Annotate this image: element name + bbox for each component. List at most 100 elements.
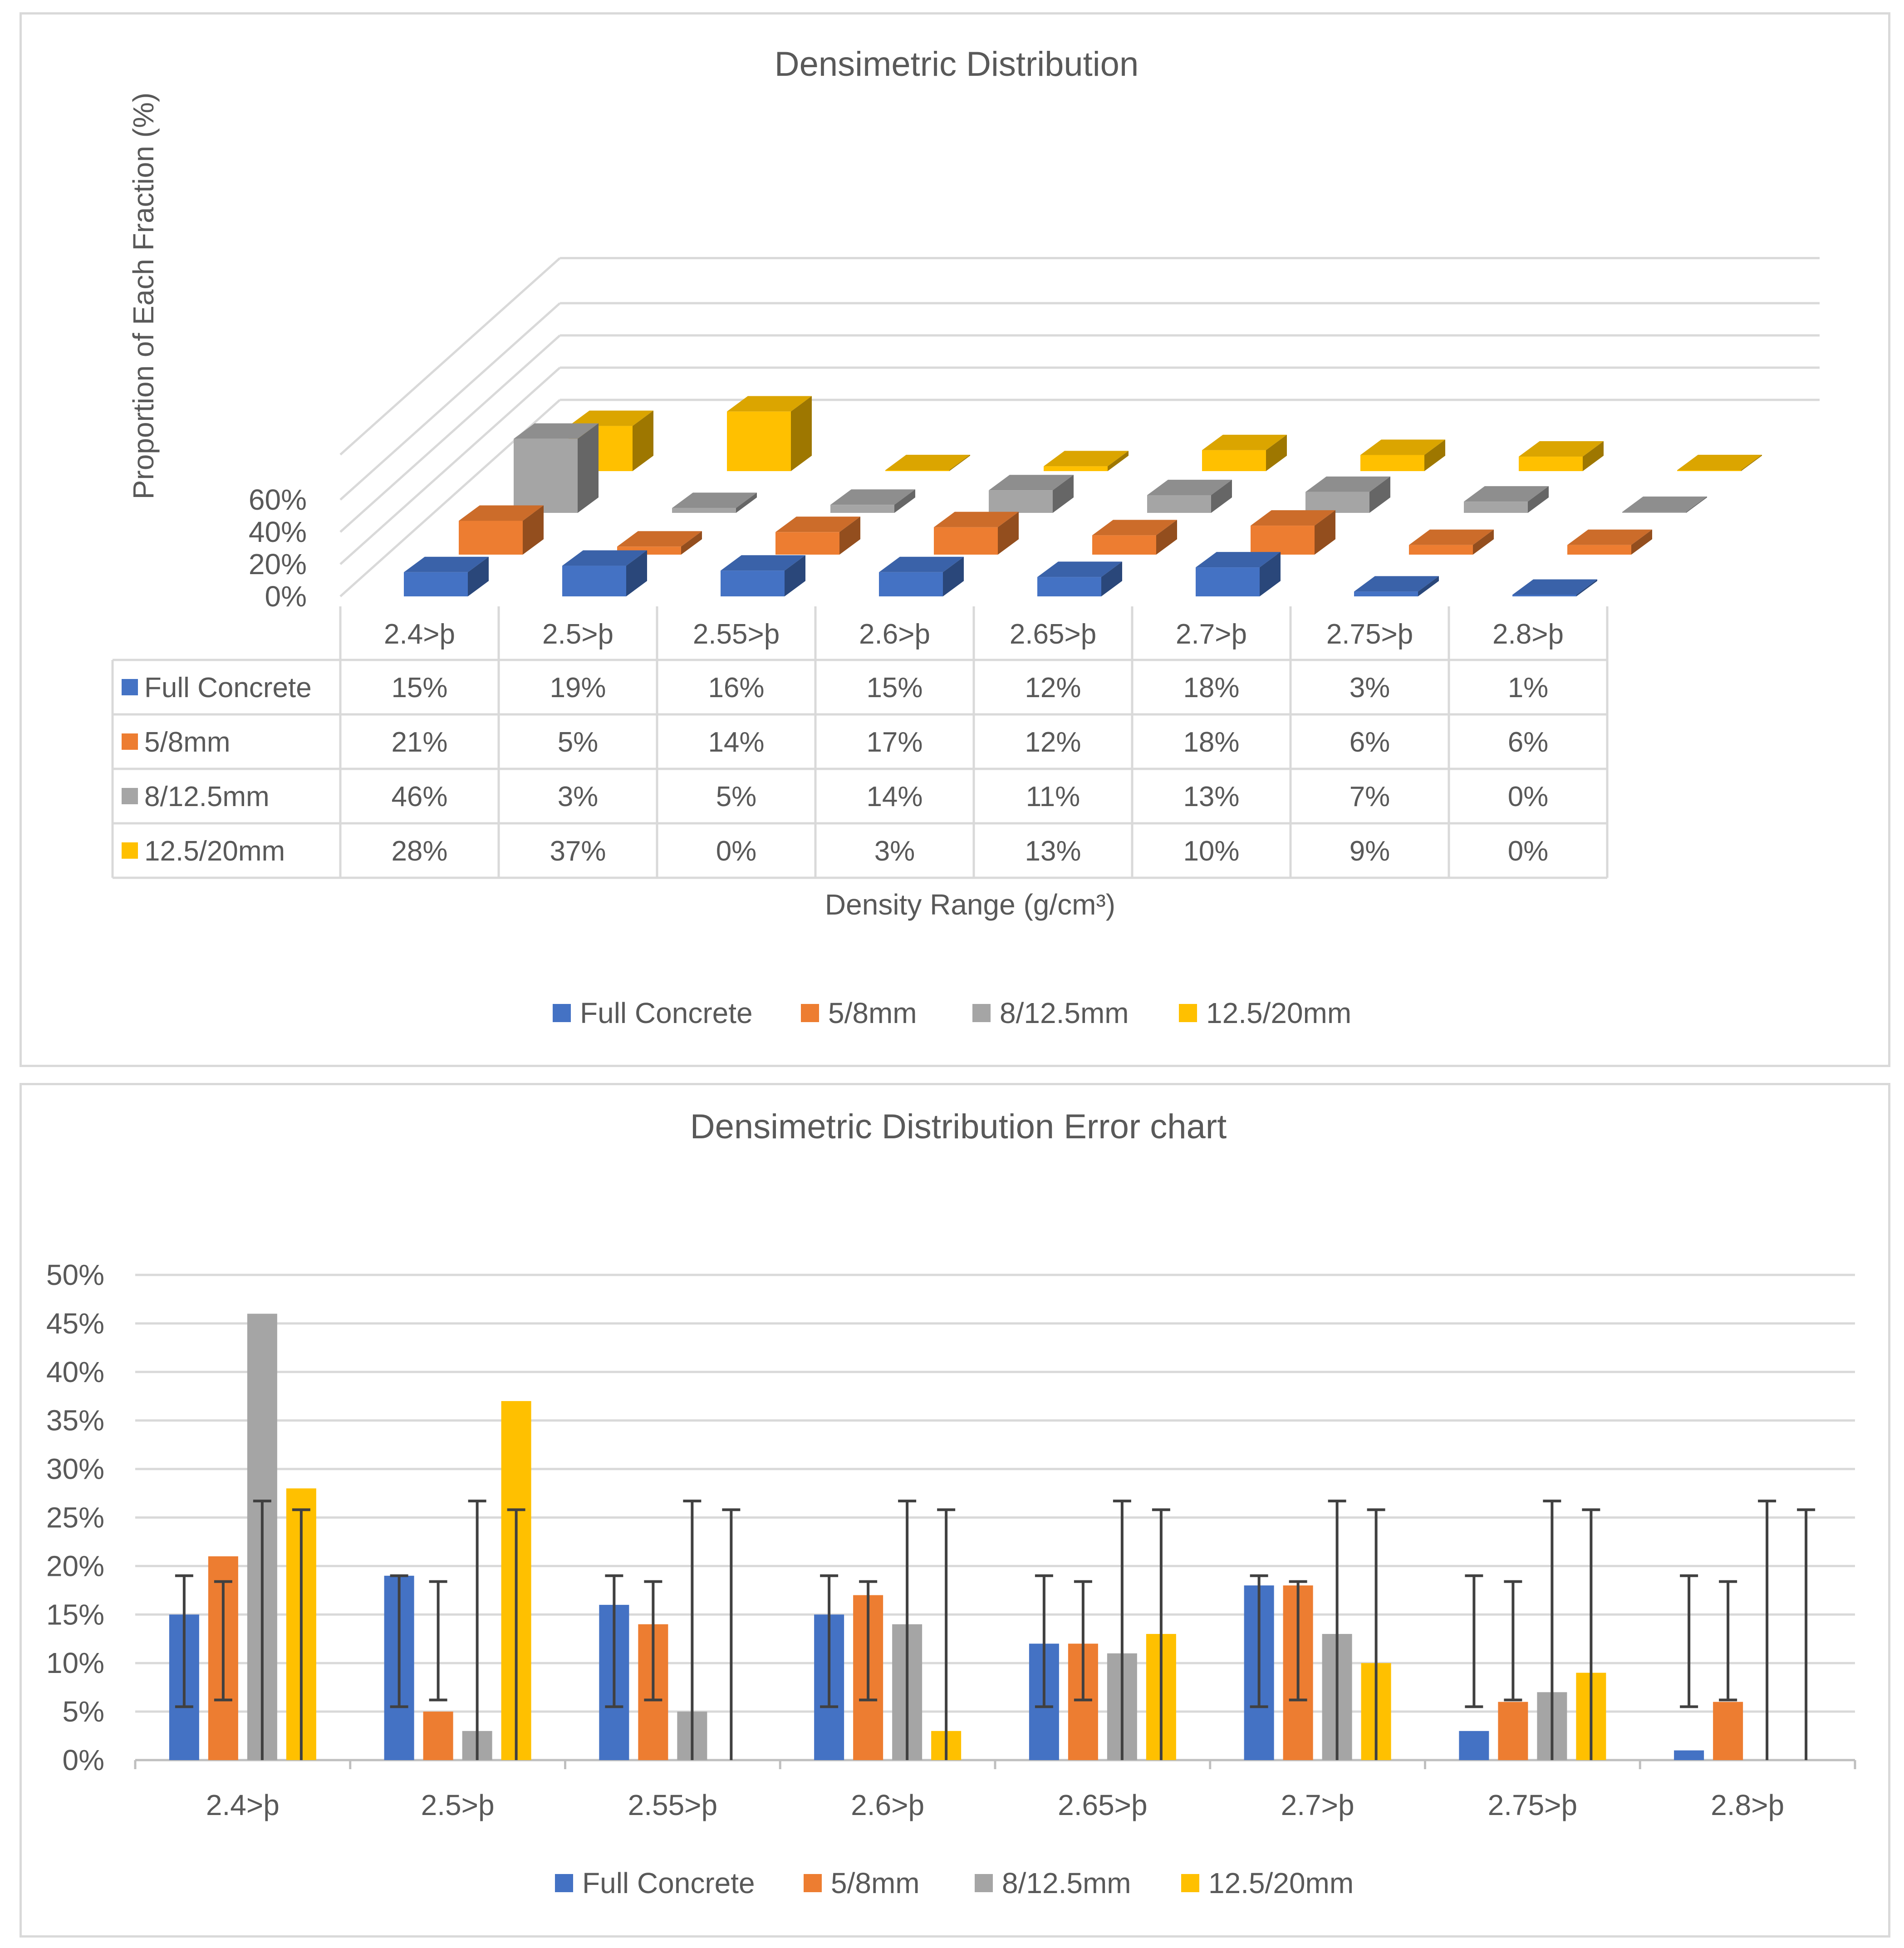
legend-label: Full Concrete — [582, 1867, 755, 1899]
bar-top-face — [1519, 441, 1604, 457]
bar-front-face — [934, 527, 998, 555]
x-tick-label: 2.65>þ — [1058, 1789, 1148, 1821]
bar-front-face — [1567, 545, 1631, 555]
bar-front-face — [1464, 502, 1528, 513]
table-value-cell: 46% — [391, 781, 447, 812]
bar-top-face — [879, 556, 964, 572]
bar-side-face — [894, 489, 915, 513]
table-value-cell: 13% — [1025, 836, 1081, 867]
error-bar-8-12-5mm-6 — [1543, 1500, 1561, 1760]
bar-5-8mm-5 — [1251, 510, 1335, 555]
bar-full-concrete-4 — [1037, 561, 1122, 596]
bar-front-face — [830, 505, 894, 513]
table-header-cell: 2.5>þ — [542, 619, 613, 650]
error-bar-8-12-5mm-4 — [1113, 1500, 1131, 1760]
legend-key-8-12-5mm — [975, 1874, 993, 1892]
table-value-cell: 0% — [716, 836, 757, 867]
legend-key-5-8mm — [801, 1004, 819, 1022]
legend-key-full-concrete — [553, 1004, 571, 1022]
bar-full-concrete-5 — [1196, 552, 1281, 596]
bar-5-8mm-2 — [775, 517, 860, 555]
table-series-name: 8/12.5mm — [144, 781, 270, 812]
legend-label: Full Concrete — [580, 997, 753, 1029]
bar-side-face — [943, 556, 964, 596]
error-bar-full-concrete-5 — [1250, 1574, 1268, 1708]
bar-side-face — [1211, 479, 1232, 513]
bar-top-face — [459, 505, 544, 521]
table-value-cell: 0% — [1508, 781, 1549, 812]
bar-side-face — [839, 517, 860, 555]
error-bar-12-5-20mm-2 — [722, 1508, 741, 1760]
table-value-cell: 3% — [1349, 672, 1390, 703]
data-table: 2.4>þ 2.5>þ 2.55>þ 2.6>þ 2.65>þ 2.7>þ 2.75>þ 2.… — [111, 606, 1609, 879]
bar-full-concrete-6 — [1354, 576, 1439, 596]
bar-front-face — [1037, 577, 1101, 596]
chart-title: Densimetric Distribution — [775, 45, 1138, 84]
table-legend-key — [122, 788, 138, 804]
bar-side-face — [949, 455, 970, 471]
bar-front-face — [1092, 535, 1156, 555]
table-value-cell: 5% — [558, 727, 599, 758]
error-bar-5-8mm-4 — [1074, 1580, 1092, 1702]
legend: Full Concrete 5/8mm 8/12.5mm 12.5/20mm — [553, 997, 1351, 1029]
y-tick-label: 25% — [46, 1501, 104, 1534]
bar-side-face — [1583, 441, 1604, 471]
bar-full-concrete-2 — [721, 555, 805, 596]
bar-top-face — [672, 492, 757, 508]
error-bar-5-8mm-0 — [214, 1580, 232, 1702]
table-value-cell: 5% — [716, 781, 757, 812]
error-bar-8-12-5mm-7 — [1758, 1500, 1776, 1760]
table-value-cell: 28% — [391, 836, 447, 867]
table-series-name: Full Concrete — [144, 672, 312, 703]
error-bar-12-5-20mm-0 — [292, 1508, 310, 1760]
bar-side-face — [1260, 552, 1281, 596]
table-value-cell: 10% — [1183, 836, 1239, 867]
y-tick-label: 45% — [46, 1307, 104, 1340]
table-value-cell: 12% — [1025, 672, 1081, 703]
bar-top-face — [1567, 529, 1652, 545]
y-tick-label: 10% — [46, 1647, 104, 1679]
bar-8-12-5mm-5 — [1305, 476, 1390, 513]
bar-side-face — [1156, 520, 1177, 555]
bar-top-face — [617, 531, 702, 547]
error-bar-8-12-5mm-1 — [468, 1500, 486, 1760]
bar-front-face — [1519, 457, 1583, 471]
error-bar-12-5-20mm-7 — [1797, 1508, 1816, 1760]
table-header-cell: 2.65>þ — [1010, 619, 1096, 650]
bar-top-face — [1092, 520, 1177, 536]
bar-side-face — [1686, 497, 1707, 513]
legend-key-8-12-5mm — [972, 1004, 991, 1022]
densimetric-3d-chart: Densimetric Distribution0%20%40%60%Propo… — [111, 45, 1820, 1029]
legend: Full Concrete 5/8mm 8/12.5mm 12.5/20mm — [555, 1867, 1354, 1899]
bar-5-8mm-7 — [1713, 1702, 1743, 1760]
bar-front-face — [1512, 595, 1576, 596]
bar-12-5-20mm-2 — [885, 455, 970, 471]
bar-side-face — [1369, 476, 1390, 513]
table-header-cell: 2.7>þ — [1176, 619, 1247, 650]
error-bar-full-concrete-2 — [605, 1574, 623, 1708]
legend-key-5-8mm — [804, 1874, 822, 1892]
table-value-cell: 0% — [1508, 836, 1549, 867]
bar-top-face — [514, 423, 599, 439]
bar-top-face — [569, 410, 653, 426]
error-bar-full-concrete-4 — [1035, 1574, 1053, 1708]
legend-label: 12.5/20mm — [1208, 1867, 1354, 1899]
y-tick-label: 15% — [46, 1598, 104, 1631]
bar-front-face — [1044, 466, 1108, 471]
bar-top-face — [1202, 434, 1287, 450]
bar-5-8mm-6 — [1498, 1702, 1528, 1760]
bar-top-face — [885, 455, 970, 470]
x-tick-label: 2.6>þ — [851, 1789, 924, 1821]
table-value-cell: 18% — [1183, 672, 1239, 703]
error-bar-5-8mm-5 — [1289, 1580, 1307, 1702]
bar-side-face — [626, 550, 647, 596]
bar-top-face — [727, 396, 812, 412]
x-axis-title: Density Range (g/cm³) — [825, 888, 1115, 921]
x-tick-label: 2.75>þ — [1488, 1789, 1578, 1821]
bar-front-face — [514, 438, 578, 513]
table-header-cell: 2.6>þ — [859, 619, 930, 650]
bar-12-5-20mm-7 — [1677, 455, 1762, 471]
gridline-side — [339, 257, 561, 456]
y-tick-label: 30% — [46, 1453, 104, 1486]
bar-top-face — [1409, 529, 1494, 545]
